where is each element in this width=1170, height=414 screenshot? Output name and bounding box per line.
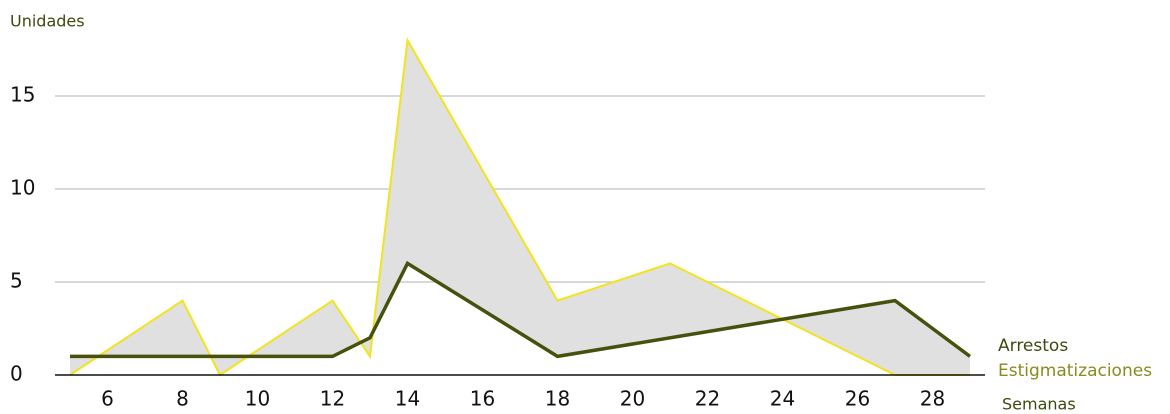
line — [70, 260, 972, 359]
x-tick-label: 10 — [245, 387, 270, 411]
x-tick-label: 24 — [770, 387, 795, 411]
y-tick-label: 5 — [10, 269, 23, 293]
legend-label: Estigmatizaciones — [998, 361, 1152, 381]
fill-between — [70, 40, 970, 375]
y-tick-label: 10 — [10, 176, 35, 200]
x-tick-label: 14 — [395, 387, 420, 411]
x-tick-label: 22 — [695, 387, 720, 411]
x-tick-label: 28 — [920, 387, 945, 411]
legend-label: Arrestos — [998, 336, 1068, 356]
y-tick-label: 15 — [10, 83, 35, 107]
x-tick-label: 20 — [620, 387, 645, 411]
x-tick-label: 12 — [320, 387, 345, 411]
x-tick-label: 8 — [176, 387, 189, 411]
x-axis-label: Semanas — [1002, 395, 1076, 414]
y-tick-label: 0 — [10, 362, 23, 386]
x-tick-label: 16 — [470, 387, 495, 411]
x-tick-label: 18 — [545, 387, 570, 411]
y-axis-label: Unidades — [10, 12, 85, 31]
x-tick-label: 26 — [845, 387, 870, 411]
x-tick-label: 6 — [101, 387, 114, 411]
